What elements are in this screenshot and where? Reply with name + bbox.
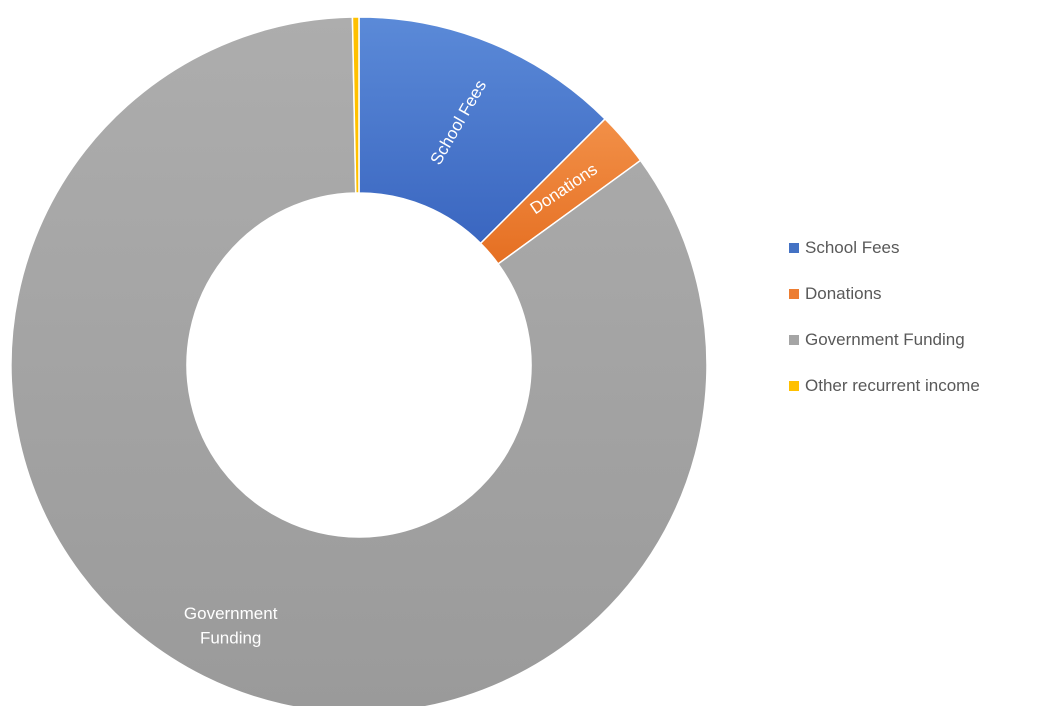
legend-swatch-government-funding [789,334,799,345]
slice-other-recurrent-income [351,16,360,194]
legend-label: Donations [805,283,882,303]
legend-swatch-school-fees [789,242,799,253]
donut-slices [10,16,708,706]
slice-label-government-funding: Government Funding [184,604,278,648]
legend-swatch-donations [789,288,799,299]
legend-swatch-other-recurrent-income [789,380,799,391]
legend-item-government-funding: Government Funding [789,328,980,351]
legend-item-donations: Donations [789,282,980,305]
legend-label: Government Funding [805,329,965,349]
legend-label: School Fees [805,237,900,257]
chart-legend: School Fees Donations Government Funding… [789,236,980,420]
legend-label: Other recurrent income [805,375,980,395]
legend-item-school-fees: School Fees [789,236,980,259]
slice-government-funding [10,16,708,706]
legend-item-other-recurrent-income: Other recurrent income [789,374,980,397]
slice-school-fees [358,16,607,245]
